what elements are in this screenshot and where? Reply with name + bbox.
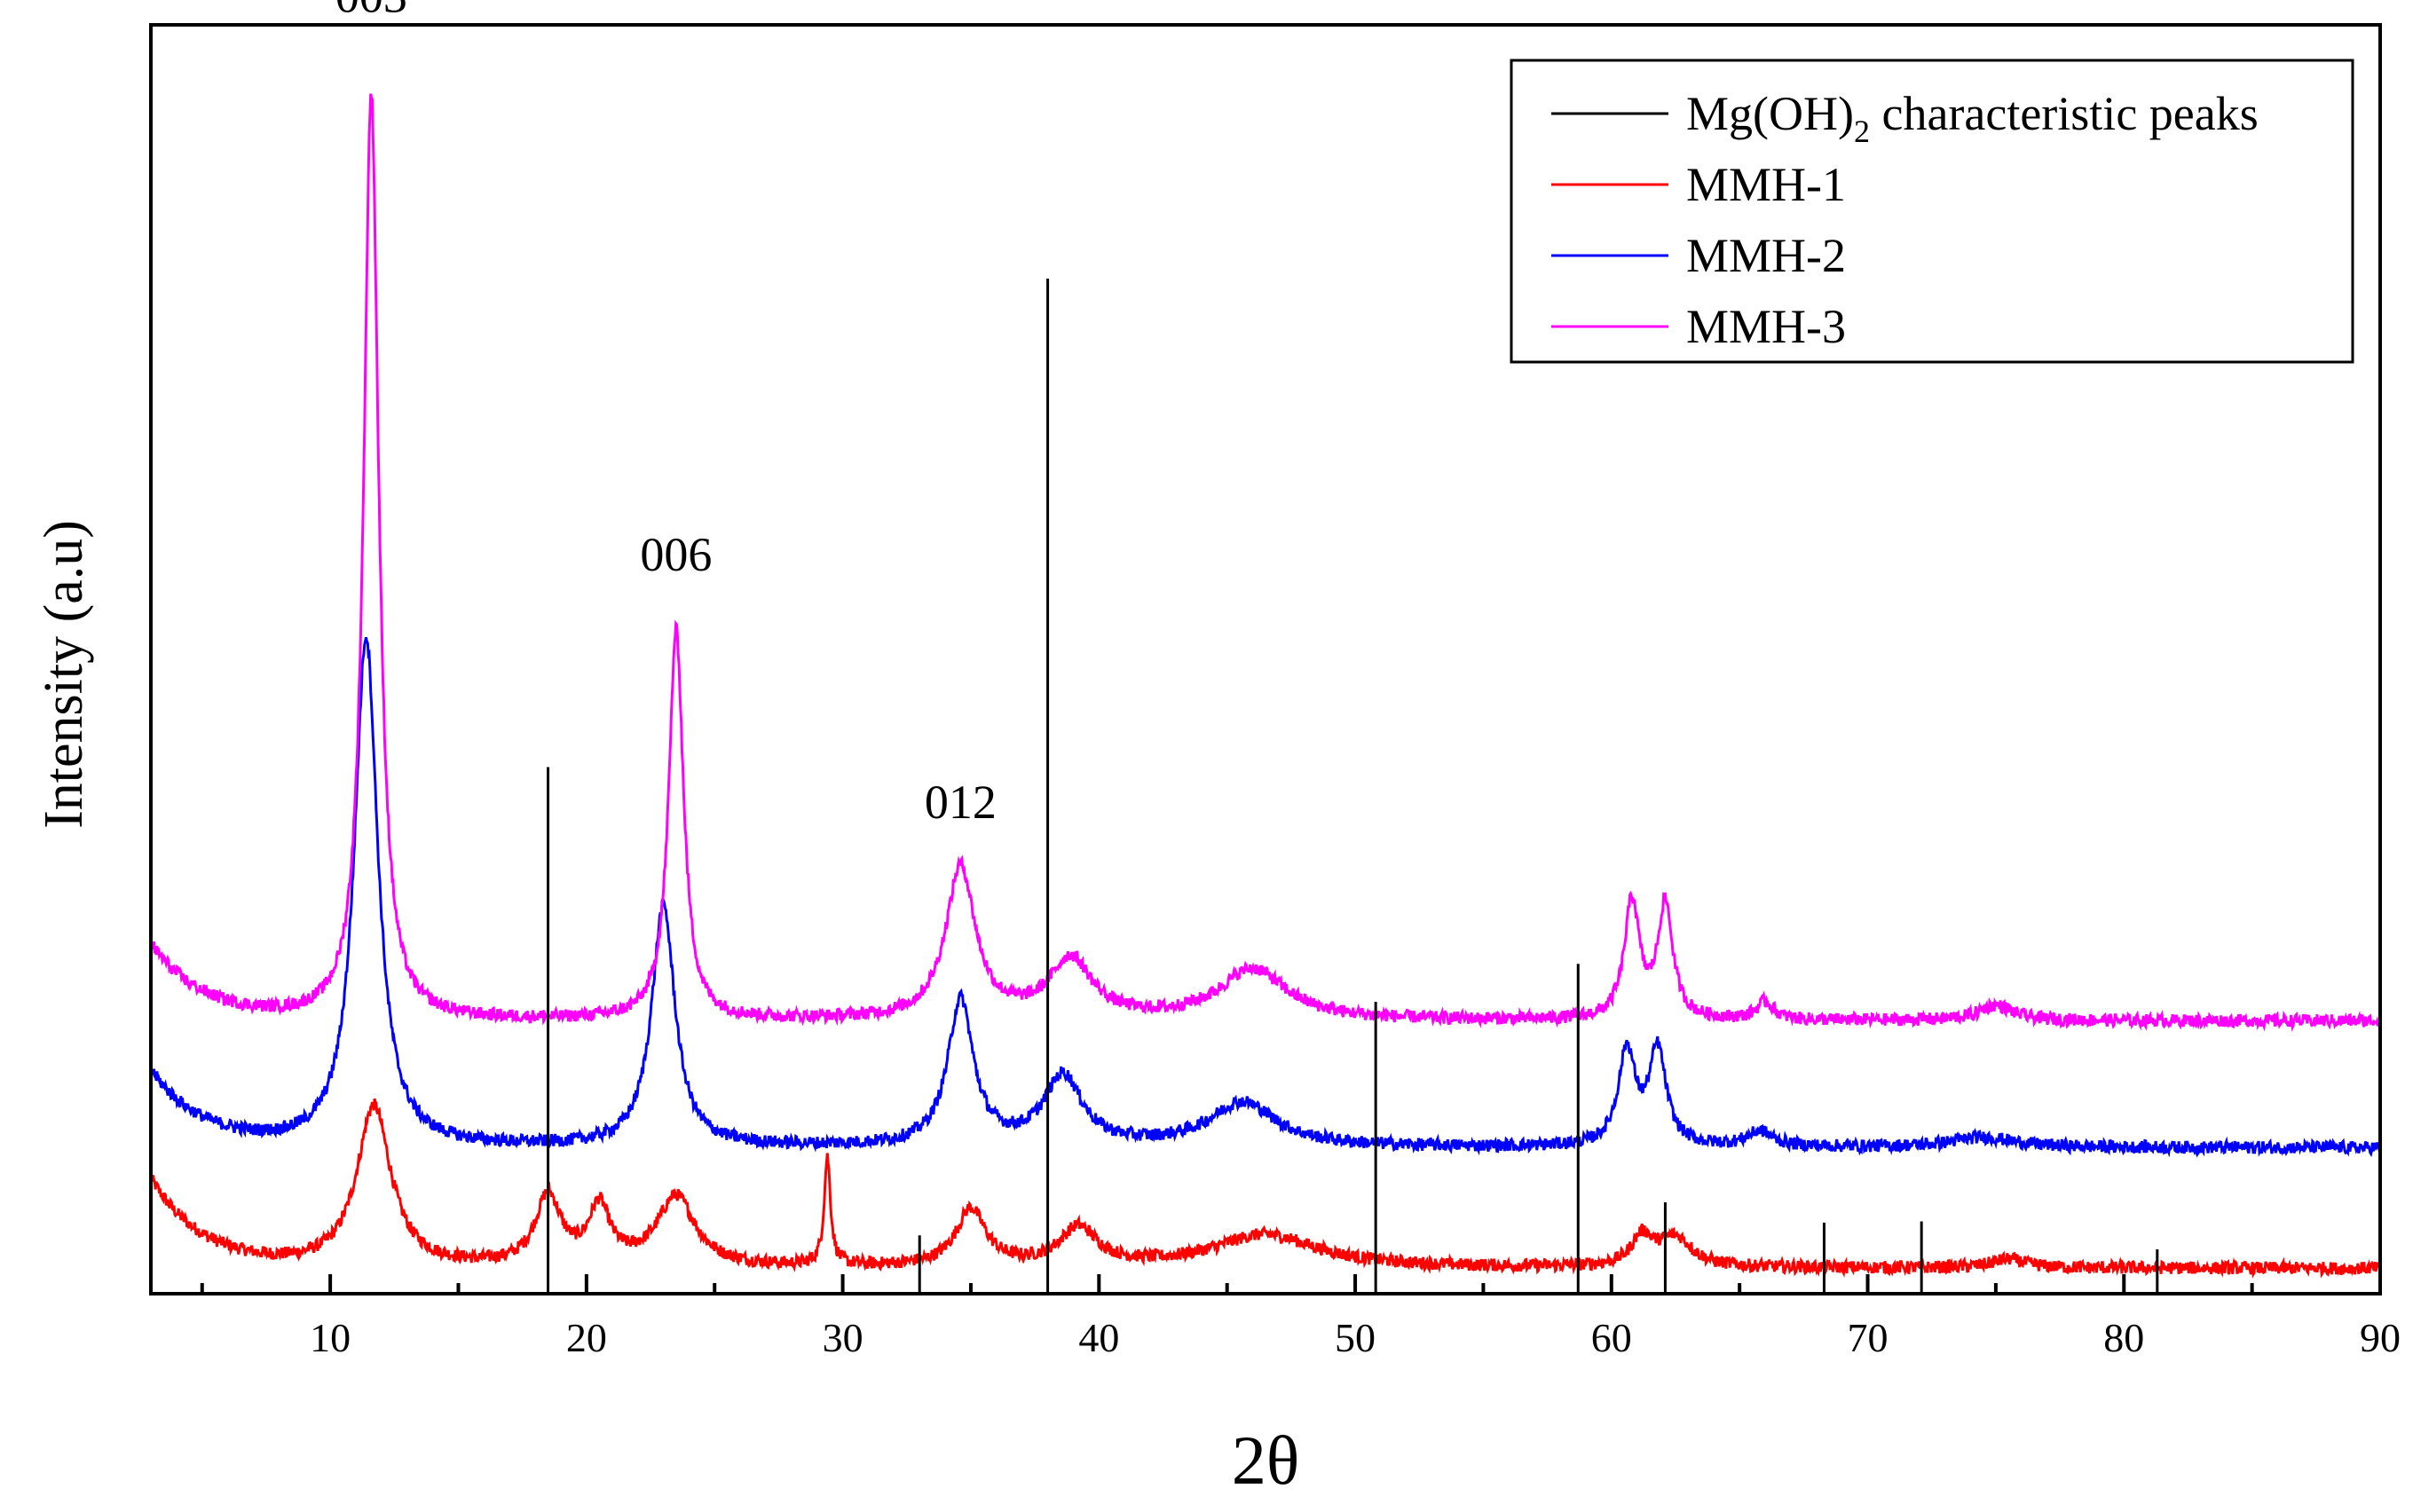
- peak-label-012: 012: [925, 776, 997, 829]
- x-axis-title: 2θ: [1232, 1421, 1299, 1499]
- x-tick-label: 30: [823, 1315, 863, 1360]
- legend-label: MMH-3: [1686, 300, 1846, 353]
- legend-label: MMH-2: [1686, 229, 1846, 282]
- x-tick-label: 70: [1848, 1315, 1889, 1360]
- legend-box: [1510, 59, 2354, 364]
- y-axis-title: Intensity (a.u): [34, 520, 94, 829]
- plot-frame: [149, 23, 2382, 1295]
- x-tick-label: 50: [1335, 1315, 1376, 1360]
- x-tick-label: 10: [310, 1315, 351, 1360]
- legend-label: MMH-1: [1686, 158, 1846, 211]
- x-tick-label: 20: [566, 1315, 607, 1360]
- x-tick-label: 60: [1591, 1315, 1632, 1360]
- series-line-mmh-3: [151, 93, 2380, 1032]
- series-line-mmh-2: [151, 636, 2380, 1159]
- x-tick-label: 90: [2360, 1315, 2401, 1360]
- legend: Mg(OH)2 characteristic peaks MMH-1 MMH-2 MM…: [1510, 59, 2354, 364]
- x-tick-label: 80: [2103, 1315, 2144, 1360]
- series-line-mmh-1: [151, 1098, 2380, 1279]
- x-tick-label: 40: [1078, 1315, 1119, 1360]
- peak-label-003: 003: [335, 0, 407, 23]
- peak-label-006: 006: [640, 528, 712, 581]
- legend-label: Mg(OH)2 characteristic peaks: [1686, 87, 2259, 149]
